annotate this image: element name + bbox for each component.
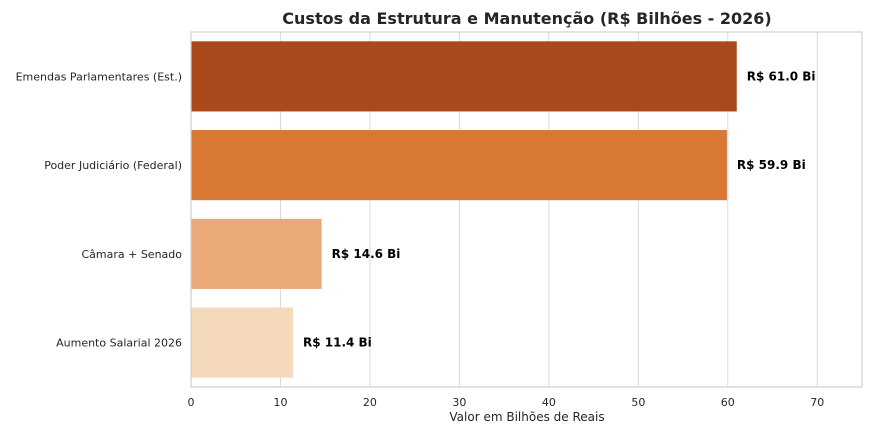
category-labels: Emendas Parlamentares (Est.) Poder Judici…: [16, 70, 183, 349]
x-axis-label: Valor em Bilhões de Reais: [449, 410, 604, 424]
category-label: Aumento Salarial 2026: [56, 337, 182, 350]
bar-value-label: R$ 14.6 Bi: [332, 247, 401, 261]
bar-value-label: R$ 11.4 Bi: [303, 336, 372, 350]
x-tick-label: 20: [363, 396, 377, 409]
bar: [191, 41, 737, 112]
bar: [191, 130, 727, 201]
x-tick-label: 0: [188, 396, 195, 409]
x-tick-label: 70: [810, 396, 824, 409]
bar-value-label: R$ 59.9 Bi: [737, 158, 806, 172]
x-tick-label: 30: [452, 396, 466, 409]
x-tick-label: 60: [721, 396, 735, 409]
plot-frame: [190, 31, 863, 388]
x-tick-label: 40: [542, 396, 556, 409]
category-label: Câmara + Senado: [81, 248, 182, 261]
bars: [191, 41, 737, 378]
x-tick-labels: 0 10 20 30 40 50 60 70: [188, 396, 825, 409]
x-tick-label: 50: [631, 396, 645, 409]
bar: [191, 218, 322, 289]
category-label: Emendas Parlamentares (Est.): [16, 70, 182, 83]
chart-title: Custos da Estrutura e Manutenção (R$ Bil…: [282, 9, 771, 28]
data-labels: R$ 61.0 Bi R$ 59.9 Bi R$ 14.6 Bi R$ 11.4 Bi: [303, 69, 816, 349]
category-label: Poder Judiciário (Federal): [44, 159, 182, 172]
bar-value-label: R$ 61.0 Bi: [747, 69, 816, 83]
bar: [191, 307, 293, 378]
x-tick-label: 10: [273, 396, 287, 409]
